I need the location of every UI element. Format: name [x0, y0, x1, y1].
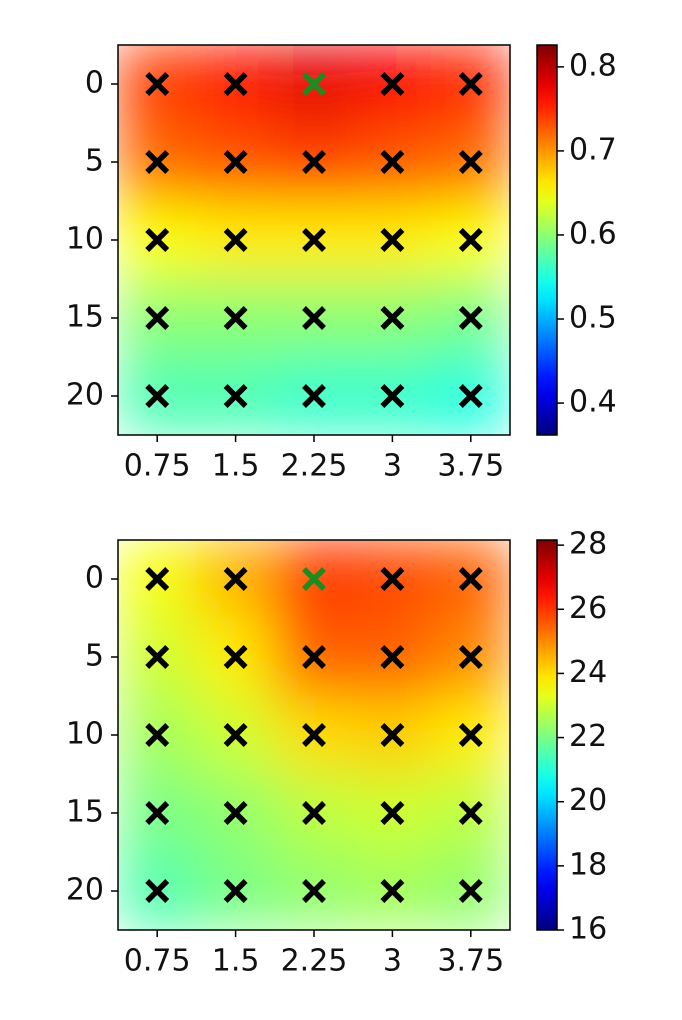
- colorbar-tick-label: 0.5: [569, 301, 617, 336]
- colorbar-tick-label: 0.8: [569, 48, 617, 83]
- marker: [223, 645, 248, 669]
- marker: [223, 306, 248, 330]
- marker: [458, 567, 483, 591]
- colorbar-tick-label: 0.4: [569, 385, 617, 420]
- marker: [223, 879, 248, 903]
- marker: [458, 801, 483, 825]
- colorbar-tick-label: 16: [569, 912, 607, 947]
- marker: [223, 384, 248, 408]
- marker: [302, 879, 326, 903]
- marker: [380, 150, 405, 174]
- marker: [380, 384, 405, 408]
- marker: [145, 879, 170, 903]
- x-tick-label: 2.25: [281, 944, 348, 979]
- marker: [380, 723, 405, 747]
- marker: [380, 567, 405, 591]
- marker: [302, 306, 326, 330]
- marker: [458, 723, 483, 747]
- marker: [302, 384, 326, 408]
- y-tick-label: 10: [66, 717, 104, 752]
- heatmap: [118, 45, 510, 435]
- colorbar: [536, 44, 558, 436]
- x-tick-label: 3.75: [437, 449, 504, 484]
- colorbar: [536, 539, 558, 931]
- marker: [145, 645, 170, 669]
- y-tick-label: 5: [85, 144, 104, 179]
- marker: [145, 228, 170, 252]
- marker: [302, 72, 326, 96]
- marker: [458, 228, 483, 252]
- heatmap-cells: [118, 45, 510, 435]
- marker: [302, 228, 326, 252]
- marker: [223, 567, 248, 591]
- marker: [223, 801, 248, 825]
- marker: [223, 72, 248, 96]
- marker: [458, 306, 483, 330]
- y-tick-label: 15: [66, 795, 104, 830]
- colorbar-tick-label: 22: [569, 719, 607, 754]
- marker: [302, 801, 326, 825]
- marker: [302, 150, 326, 174]
- marker: [145, 801, 170, 825]
- marker: [302, 723, 326, 747]
- marker: [380, 879, 405, 903]
- marker: [223, 150, 248, 174]
- x-tick-label: 3: [383, 944, 402, 979]
- y-tick-label: 15: [66, 300, 104, 335]
- y-tick-label: 20: [66, 378, 104, 413]
- y-tick-label: 0: [85, 66, 104, 101]
- x-tick-label: 2.25: [281, 449, 348, 484]
- x-tick-label: 3: [383, 449, 402, 484]
- marker: [145, 384, 170, 408]
- marker: [302, 645, 326, 669]
- marker: [380, 645, 405, 669]
- marker: [223, 723, 248, 747]
- marker: [458, 384, 483, 408]
- marker: [380, 306, 405, 330]
- x-tick-label: 0.75: [124, 944, 191, 979]
- y-tick-label: 10: [66, 222, 104, 257]
- marker: [380, 72, 405, 96]
- marker: [458, 645, 483, 669]
- marker: [302, 567, 326, 591]
- colorbar-tick-label: 26: [569, 591, 607, 626]
- colorbar-tick-label: 0.7: [569, 132, 617, 167]
- marker: [145, 150, 170, 174]
- marker: [380, 801, 405, 825]
- colorbar-tick-label: 20: [569, 783, 607, 818]
- marker: [145, 567, 170, 591]
- marker: [145, 72, 170, 96]
- colorbar-tick-label: 0.6: [569, 216, 617, 251]
- marker: [380, 228, 405, 252]
- y-tick-label: 0: [85, 561, 104, 596]
- x-tick-label: 1.5: [212, 944, 260, 979]
- y-tick-label: 20: [66, 873, 104, 908]
- marker: [458, 72, 483, 96]
- marker: [223, 228, 248, 252]
- marker: [458, 879, 483, 903]
- y-tick-label: 5: [85, 639, 104, 674]
- marker: [458, 150, 483, 174]
- colorbar-tick-label: 28: [569, 527, 607, 562]
- x-tick-label: 0.75: [124, 449, 191, 484]
- colorbar-tick-label: 24: [569, 655, 607, 690]
- x-tick-label: 3.75: [437, 944, 504, 979]
- colorbar-tick-label: 18: [569, 847, 607, 882]
- marker: [145, 723, 170, 747]
- marker: [145, 306, 170, 330]
- x-tick-label: 1.5: [212, 449, 260, 484]
